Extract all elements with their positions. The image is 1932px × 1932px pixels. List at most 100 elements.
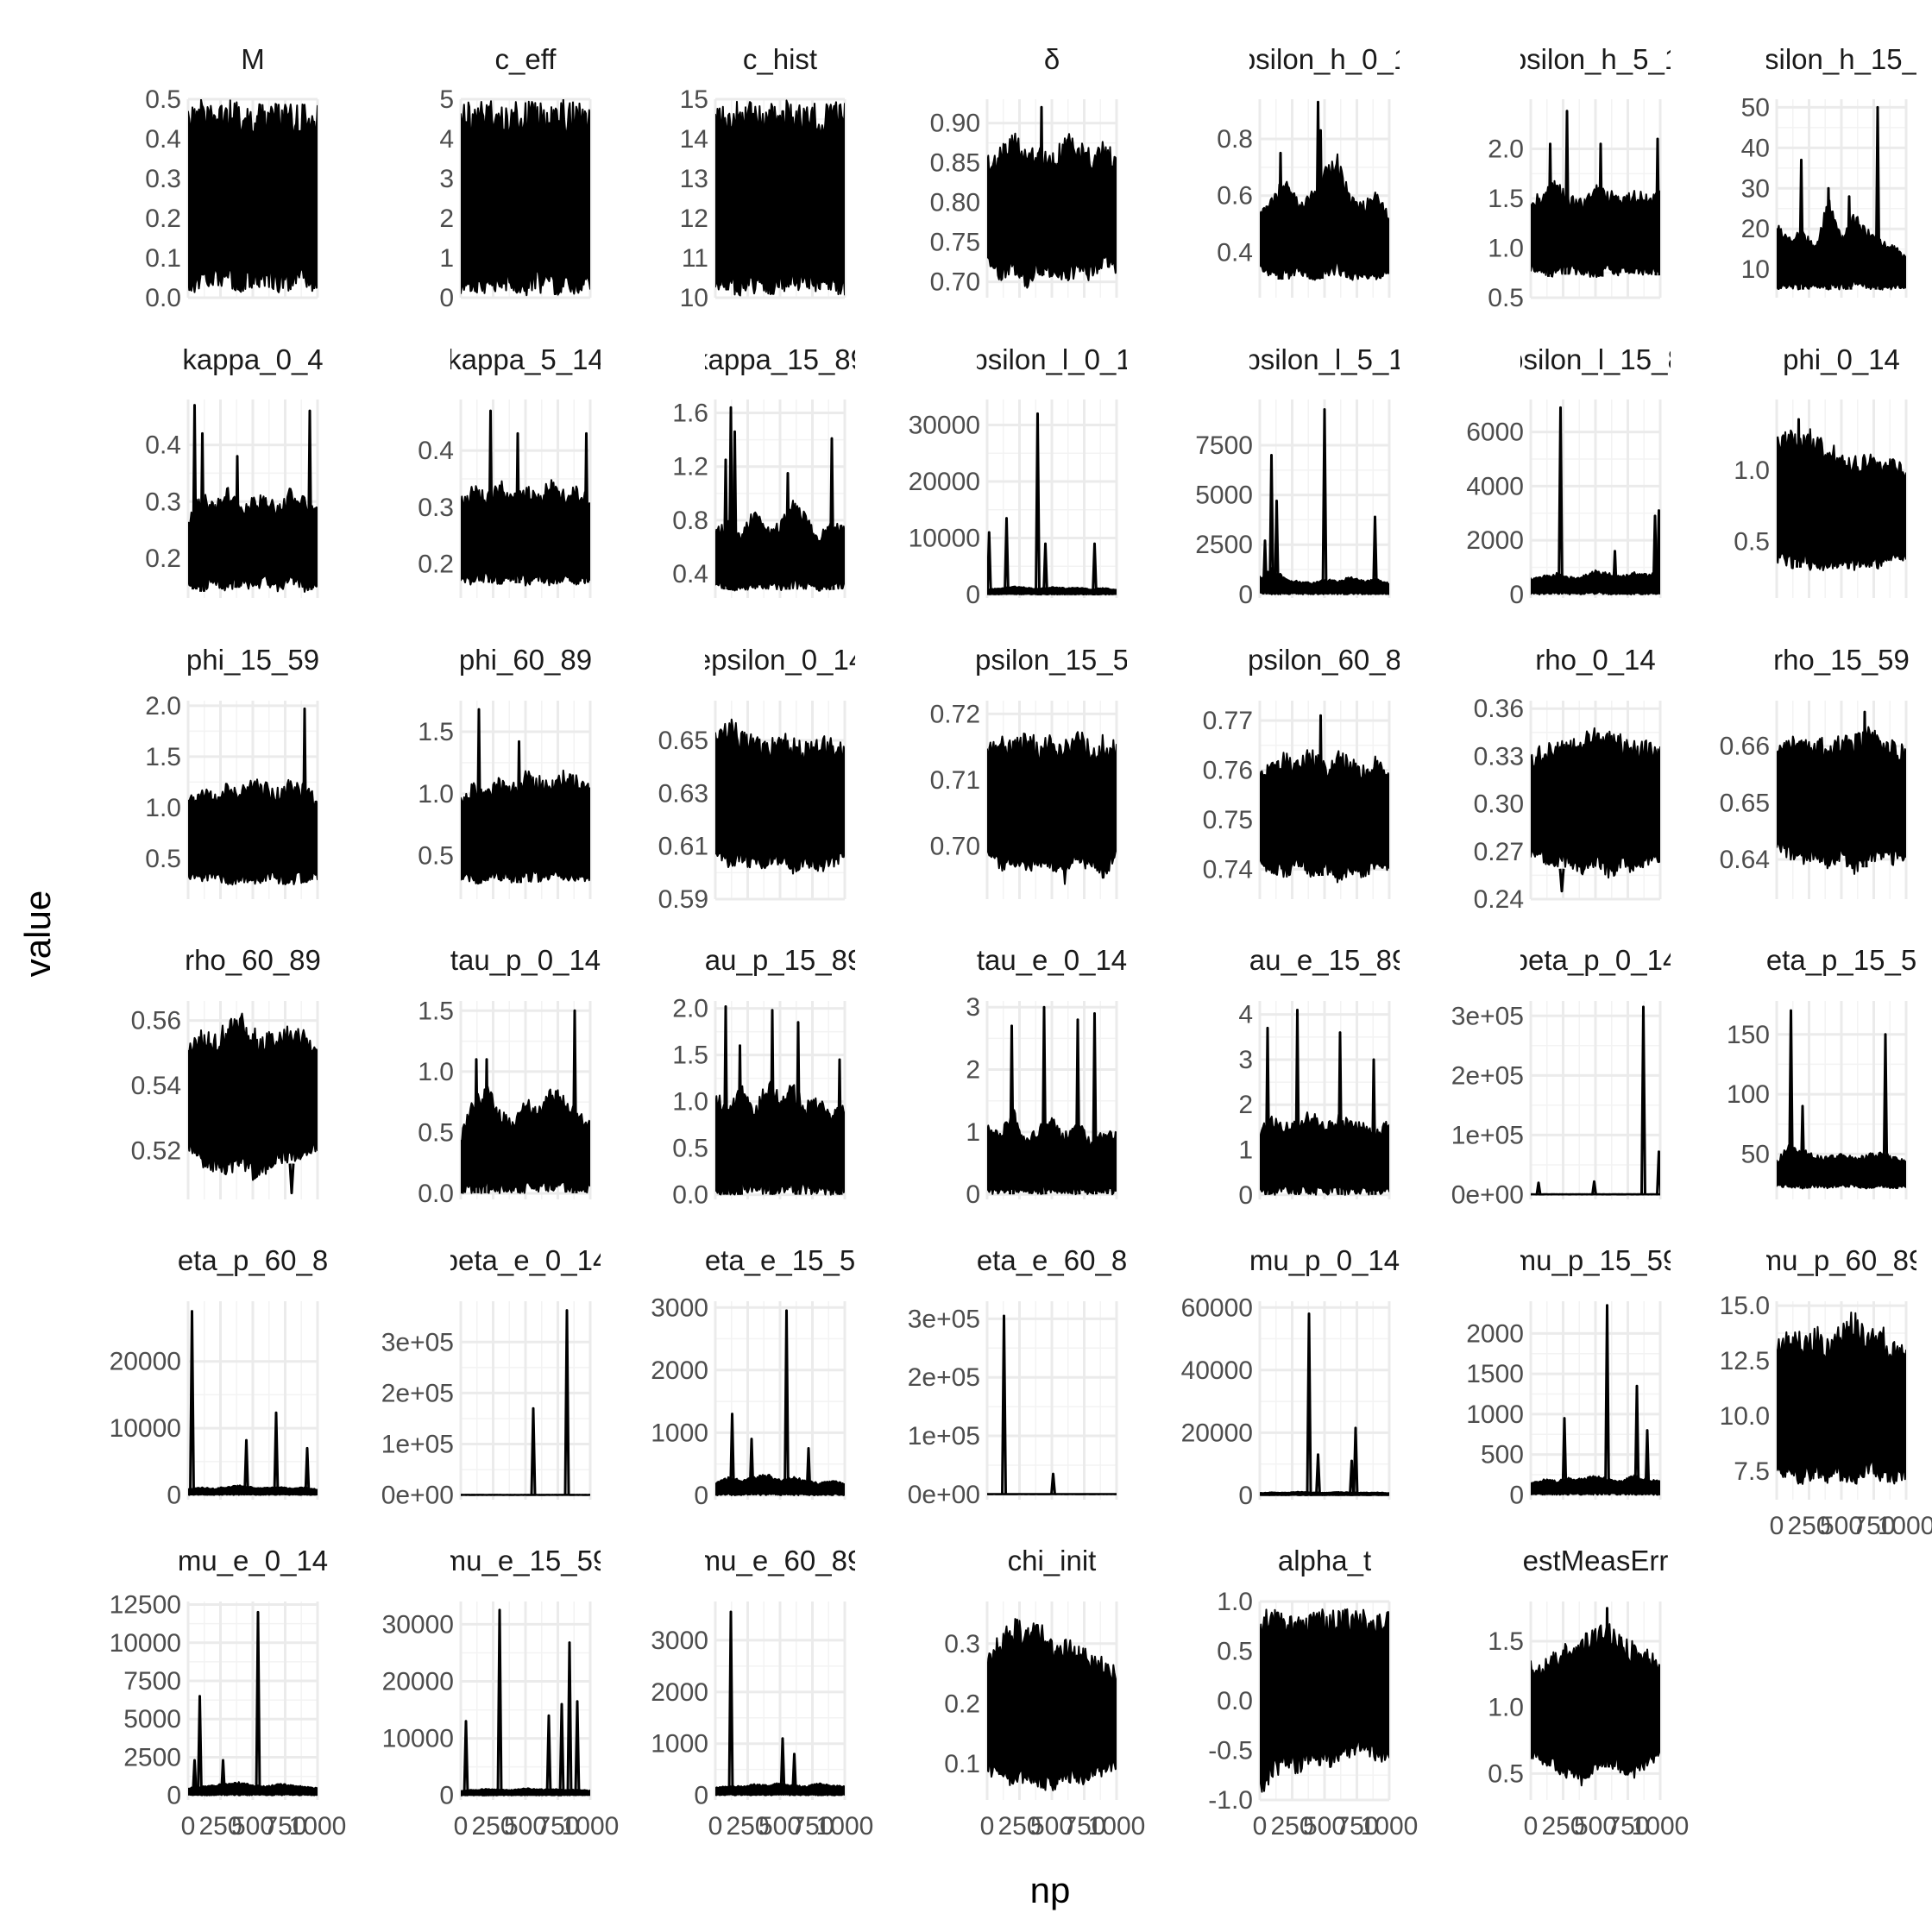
strip: epsilon_h_5_14 bbox=[1520, 43, 1671, 75]
trace-band bbox=[1777, 1142, 1906, 1190]
trace-spike bbox=[1612, 550, 1618, 595]
y-tick-label: 3000 bbox=[651, 1627, 708, 1655]
y-tick-label: 10000 bbox=[382, 1725, 454, 1753]
y-tick-label: 0.1 bbox=[944, 1750, 980, 1778]
y-tick-label: 0.4 bbox=[418, 437, 454, 465]
trace-series bbox=[715, 1309, 845, 1496]
y-tick-label: 20000 bbox=[382, 1668, 454, 1696]
y-tick-label: 2.0 bbox=[145, 692, 181, 721]
trace-series bbox=[1531, 727, 1660, 893]
facet-panel: 0.52 0.54 0.56 rho_60_89 bbox=[131, 944, 321, 1199]
trace-spike bbox=[192, 1759, 198, 1796]
panel-grid bbox=[459, 1301, 592, 1500]
strip-title: kappa_0_4 bbox=[182, 343, 323, 375]
trace-spike bbox=[1092, 542, 1098, 595]
trace-band bbox=[1260, 1608, 1389, 1793]
y-tick-label: 0.90 bbox=[930, 110, 980, 138]
trace-spike bbox=[583, 431, 589, 583]
y-tick-label: 5000 bbox=[123, 1705, 181, 1734]
y-tick-label: 14 bbox=[680, 125, 708, 154]
facet-panel: 0.5 1.0 1.5 phi_60_89 bbox=[418, 644, 592, 899]
trace-series bbox=[715, 1005, 845, 1196]
strip: beta_p_0_14 bbox=[1520, 944, 1671, 976]
y-tick-label: 10.0 bbox=[1720, 1402, 1770, 1431]
trace-spike bbox=[1798, 158, 1804, 290]
y-tick-label: 0 bbox=[966, 581, 980, 609]
trace-spike bbox=[1001, 1314, 1007, 1495]
trace-spike bbox=[1788, 1009, 1794, 1188]
y-tick-label: 0.4 bbox=[145, 125, 181, 154]
x-tick-label: 0 bbox=[1524, 1812, 1539, 1841]
trace-spike bbox=[727, 406, 734, 591]
trace-series bbox=[715, 406, 845, 592]
y-tick-label: 1000 bbox=[1466, 1400, 1524, 1429]
strip-title: rho_60_89 bbox=[185, 944, 321, 976]
trace-spike bbox=[192, 404, 198, 590]
y-tick-label: 5 bbox=[439, 85, 454, 114]
y-tick-label: 30000 bbox=[909, 411, 980, 439]
trace-spike bbox=[1004, 517, 1010, 595]
y-tick-label: 3 bbox=[966, 993, 980, 1022]
facet-panels: 0.00.10.20.30.40.5M012345c_eff1011121314… bbox=[110, 43, 1932, 1841]
y-tick-label: 0.66 bbox=[1720, 733, 1770, 761]
y-tick-label: 30000 bbox=[382, 1610, 454, 1639]
trace-spike bbox=[1274, 500, 1280, 595]
y-tick-label: 0.75 bbox=[930, 229, 980, 257]
trace-band bbox=[1531, 179, 1660, 278]
x-tick-label: 500 bbox=[758, 1812, 802, 1841]
trace-spike bbox=[783, 1309, 790, 1495]
trace-band bbox=[1531, 569, 1660, 595]
y-tick-label: 1.0 bbox=[1488, 1694, 1524, 1722]
y-tick-label: 0.61 bbox=[658, 833, 708, 861]
strip-title: rho_15_59 bbox=[1773, 644, 1910, 676]
trace-spike bbox=[732, 430, 738, 591]
trace-spike bbox=[1321, 408, 1328, 595]
trace-spike bbox=[1654, 137, 1660, 276]
y-tick-label: 0.71 bbox=[930, 766, 980, 795]
facet-panel: 0 1000 2000 3000 beta_e_15_59 bbox=[651, 1244, 855, 1510]
trace-spike bbox=[1294, 1009, 1300, 1195]
y-tick-label: 1.0 bbox=[418, 780, 454, 809]
trace-spike bbox=[1268, 454, 1274, 595]
strip-title: c_eff bbox=[495, 43, 557, 75]
y-tick-label: 1.5 bbox=[1488, 1627, 1524, 1656]
panel-grid bbox=[1258, 1001, 1391, 1199]
trace-series bbox=[188, 99, 318, 293]
trace-spike bbox=[566, 1641, 573, 1796]
facet-panel: 0 2000 4000 6000 epsilon_l_15_89 bbox=[1466, 343, 1671, 609]
x-tick-label: 1000 bbox=[1632, 1812, 1690, 1841]
y-tick-label: 12.5 bbox=[1720, 1347, 1770, 1375]
trace-series bbox=[987, 1618, 1117, 1791]
strip: mu_e_0_14 bbox=[178, 1545, 328, 1576]
x-tick-label: 750 bbox=[1335, 1812, 1378, 1841]
y-tick-label: 0e+00 bbox=[908, 1481, 980, 1509]
y-tick-label: 2.0 bbox=[672, 995, 708, 1023]
facet-panel: 0 1 2 3 tau_e_0_14 bbox=[966, 944, 1127, 1209]
strip: beta_p_15_59 bbox=[1766, 944, 1916, 976]
trace-band bbox=[1260, 153, 1389, 281]
y-tick-label: -0.5 bbox=[1208, 1737, 1253, 1765]
y-tick-label: 1 bbox=[439, 244, 454, 273]
strip-title: tau_e_0_14 bbox=[977, 944, 1127, 976]
y-tick-label: 0.5 bbox=[418, 842, 454, 871]
x-tick-label: 750 bbox=[1852, 1512, 1895, 1540]
trace-band bbox=[715, 500, 845, 592]
trace-series bbox=[1531, 1304, 1660, 1496]
trace-spike bbox=[273, 1411, 280, 1495]
y-tick-label: 10 bbox=[680, 284, 708, 312]
trace-spike bbox=[795, 1021, 802, 1195]
trace-band bbox=[1531, 727, 1660, 879]
x-tick-label: 0 bbox=[1770, 1512, 1784, 1540]
y-tick-label: 40 bbox=[1741, 134, 1770, 162]
y-tick-label: 0.4 bbox=[145, 431, 181, 460]
x-tick-label: 750 bbox=[1606, 1812, 1649, 1841]
trace-band bbox=[1777, 1312, 1906, 1485]
y-tick-label: 150 bbox=[1727, 1021, 1770, 1049]
facet-panel: 0.2 0.3 0.4 kappa_5_14 bbox=[418, 343, 601, 598]
strip-title: epsilon_h_15_89 bbox=[1733, 43, 1932, 75]
y-tick-label: 5000 bbox=[1195, 481, 1253, 510]
trace-spike bbox=[1861, 710, 1868, 868]
